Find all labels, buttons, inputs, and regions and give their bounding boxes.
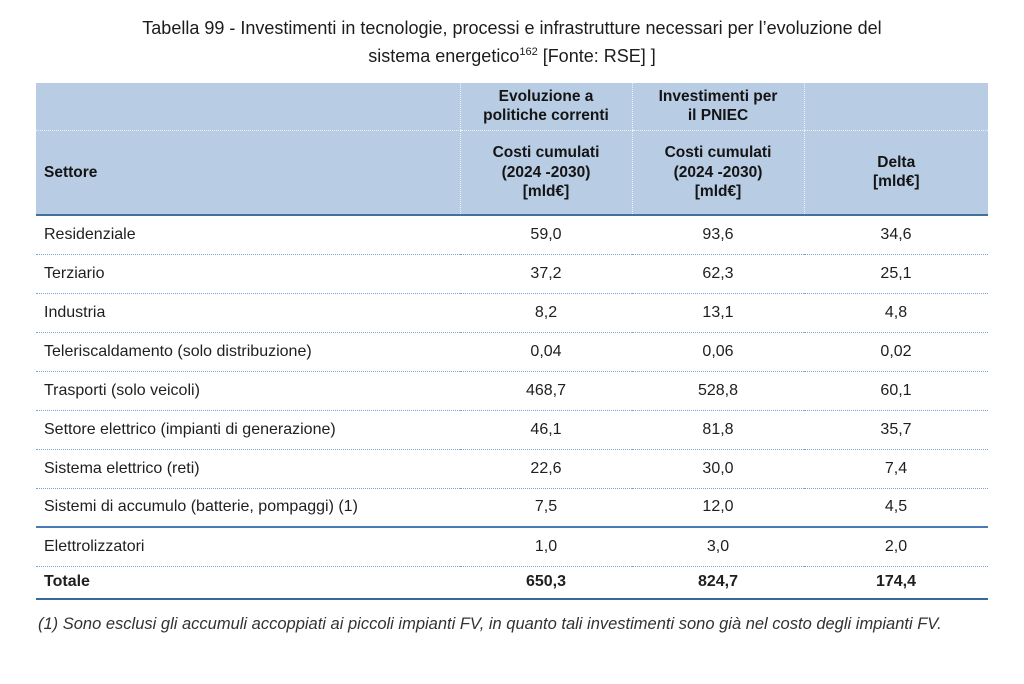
- caption-line1: Tabella 99 - Investimenti in tecnologie,…: [142, 18, 882, 38]
- value-pniec: 81,8: [632, 410, 804, 450]
- header-group-politiche-correnti: Evoluzione a politiche correnti: [459, 83, 632, 131]
- table-row-terziario: Terziario 37,2 62,3 25,1: [36, 254, 988, 294]
- row-label: Settore elettrico (impianti di generazio…: [36, 410, 460, 450]
- value-delta: 2,0: [804, 527, 988, 567]
- value-delta: 35,7: [804, 410, 988, 450]
- table-row-teleriscaldamento: Teleriscaldamento (solo distribuzione) 0…: [36, 332, 988, 372]
- total-pniec: 824,7: [632, 566, 804, 600]
- footnote-reference-number: 162: [519, 45, 538, 58]
- value-correnti: 0,04: [460, 332, 632, 372]
- value-delta: 4,8: [804, 293, 988, 333]
- table-row-elettrolizzatori: Elettrolizzatori 1,0 3,0 2,0: [36, 527, 988, 567]
- header-row: Settore Costi cumulati (2024 -2030) [mld…: [36, 130, 988, 216]
- value-pniec: 3,0: [632, 527, 804, 567]
- table-row-trasporti: Trasporti (solo veicoli) 468,7 528,8 60,…: [36, 371, 988, 411]
- value-delta: 0,02: [804, 332, 988, 372]
- table-row-sistemi-accumulo: Sistemi di accumulo (batterie, pompaggi)…: [36, 488, 988, 528]
- row-label: Terziario: [36, 254, 460, 294]
- value-pniec: 12,0: [632, 488, 804, 528]
- table-header: Evoluzione a politiche correnti Investim…: [36, 83, 988, 216]
- caption-line2-text: sistema energetico: [368, 45, 520, 66]
- header-settore: Settore: [36, 130, 460, 216]
- value-correnti: 59,0: [460, 215, 632, 255]
- value-delta: 60,1: [804, 371, 988, 411]
- header-delta: Delta [mld€]: [803, 130, 988, 216]
- row-label: Industria: [36, 293, 460, 333]
- table-row-settore-elettrico: Settore elettrico (impianti di generazio…: [36, 410, 988, 450]
- value-correnti: 468,7: [460, 371, 632, 411]
- value-correnti: 37,2: [460, 254, 632, 294]
- value-correnti: 8,2: [460, 293, 632, 333]
- total-delta: 174,4: [804, 566, 988, 600]
- header-group-empty-left: [36, 83, 460, 131]
- header-costi-cumulati-pniec: Costi cumulati (2024 -2030) [mld€]: [631, 130, 804, 216]
- header-group-row: Evoluzione a politiche correnti Investim…: [36, 83, 988, 131]
- row-label: Sistema elettrico (reti): [36, 449, 460, 489]
- value-pniec: 62,3: [632, 254, 804, 294]
- caption-line2: sistema energetico162 [Fonte: RSE] ]: [368, 46, 655, 66]
- value-delta: 7,4: [804, 449, 988, 489]
- table-row-sistema-elettrico-reti: Sistema elettrico (reti) 22,6 30,0 7,4: [36, 449, 988, 489]
- value-delta: 34,6: [804, 215, 988, 255]
- total-label: Totale: [36, 566, 460, 600]
- table-caption: Tabella 99 - Investimenti in tecnologie,…: [60, 15, 964, 70]
- header-group-pniec: Investimenti per il PNIEC: [631, 83, 804, 131]
- value-correnti: 1,0: [460, 527, 632, 567]
- value-pniec: 13,1: [632, 293, 804, 333]
- row-label: Residenziale: [36, 215, 460, 255]
- header-costi-cumulati-correnti: Costi cumulati (2024 -2030) [mld€]: [459, 130, 632, 216]
- value-pniec: 0,06: [632, 332, 804, 372]
- row-label: Sistemi di accumulo (batterie, pompaggi)…: [36, 488, 460, 528]
- value-pniec: 528,8: [632, 371, 804, 411]
- value-delta: 25,1: [804, 254, 988, 294]
- table-footnote: (1) Sono esclusi gli accumuli accoppiati…: [38, 615, 942, 633]
- value-correnti: 22,6: [460, 449, 632, 489]
- table-body: Residenziale 59,0 93,6 34,6 Terziario 37…: [36, 215, 988, 600]
- value-pniec: 30,0: [632, 449, 804, 489]
- table-row-residenziale: Residenziale 59,0 93,6 34,6: [36, 215, 988, 255]
- header-group-empty-right: [803, 83, 988, 131]
- value-pniec: 93,6: [632, 215, 804, 255]
- table-row-totale: Totale 650,3 824,7 174,4: [36, 566, 988, 600]
- investments-table: Evoluzione a politiche correnti Investim…: [36, 83, 988, 600]
- value-correnti: 7,5: [460, 488, 632, 528]
- row-label: Elettrolizzatori: [36, 527, 460, 567]
- value-correnti: 46,1: [460, 410, 632, 450]
- row-label: Trasporti (solo veicoli): [36, 371, 460, 411]
- caption-source: [Fonte: RSE] ]: [537, 45, 656, 66]
- row-label: Teleriscaldamento (solo distribuzione): [36, 332, 460, 372]
- total-correnti: 650,3: [460, 566, 632, 600]
- value-delta: 4,5: [804, 488, 988, 528]
- table-row-industria: Industria 8,2 13,1 4,8: [36, 293, 988, 333]
